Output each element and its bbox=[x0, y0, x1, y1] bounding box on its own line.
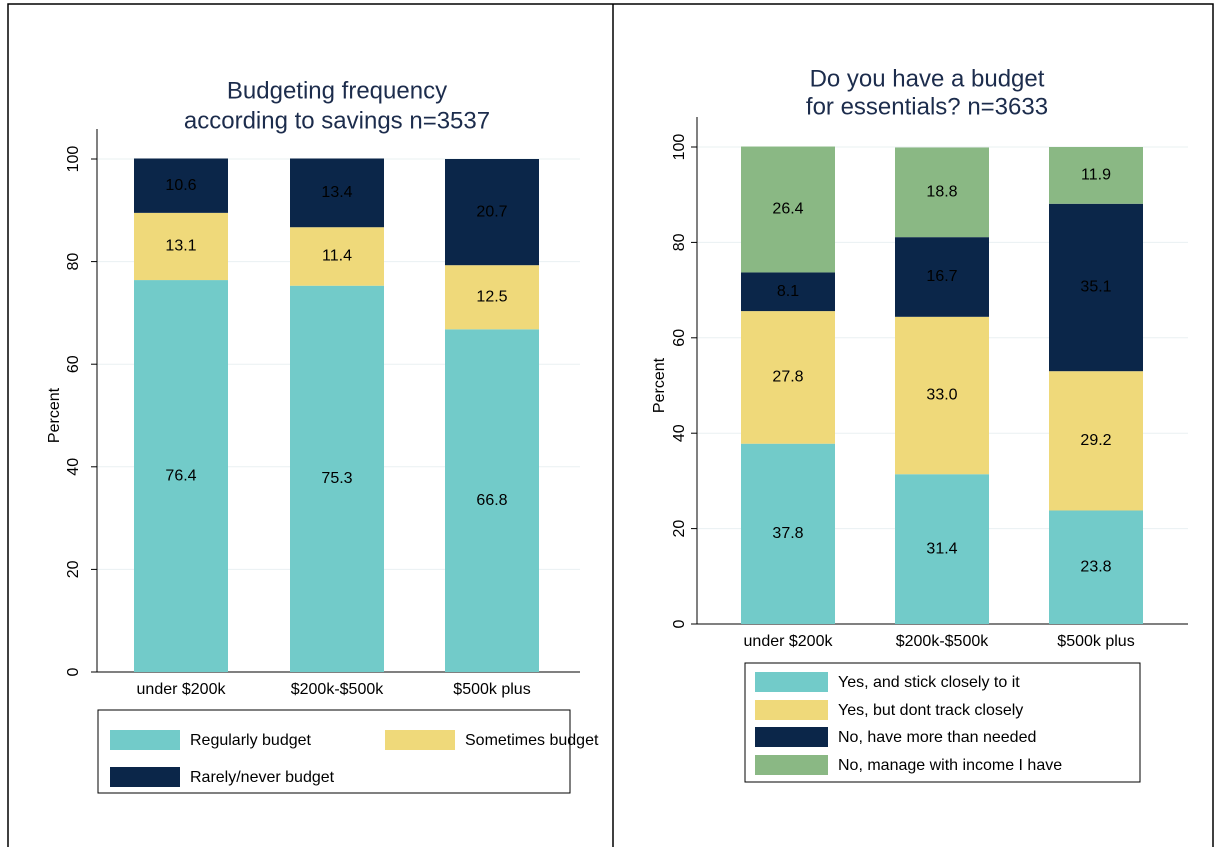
y-axis-label: Percent bbox=[46, 387, 63, 443]
legend-swatch bbox=[385, 730, 455, 750]
legend-swatch bbox=[755, 727, 828, 747]
legend-label: Rarely/never budget bbox=[190, 769, 335, 786]
legend-label: No, have more than needed bbox=[838, 729, 1036, 746]
y-tick-label: 60 bbox=[671, 329, 688, 347]
value-label: 75.3 bbox=[321, 470, 352, 487]
bar-segment bbox=[895, 316, 989, 475]
y-tick-label: 40 bbox=[65, 458, 82, 476]
chart-title: Do you have a budget bbox=[810, 65, 1045, 92]
frame bbox=[7, 3, 1214, 847]
bar-segment bbox=[445, 329, 539, 672]
y-axis-label: Percent bbox=[651, 357, 668, 413]
x-tick-label: under $200k bbox=[137, 681, 227, 698]
value-label: 20.7 bbox=[476, 203, 507, 220]
bar-segment bbox=[895, 147, 989, 238]
legend-swatch bbox=[110, 767, 180, 787]
legend-swatch bbox=[110, 730, 180, 750]
y-tick-label: 40 bbox=[671, 424, 688, 442]
legend-label: No, manage with income I have bbox=[838, 757, 1062, 774]
y-tick-label: 20 bbox=[65, 560, 82, 578]
x-tick-label: $200k-$500k bbox=[291, 681, 385, 698]
chart-title: for essentials? n=3633 bbox=[806, 93, 1048, 120]
bar-segment bbox=[741, 443, 835, 624]
y-tick-label: 60 bbox=[65, 355, 82, 373]
value-label: 13.1 bbox=[165, 238, 196, 255]
value-label: 33.0 bbox=[926, 387, 957, 404]
bar-segment bbox=[445, 159, 539, 266]
bar-segment bbox=[134, 158, 228, 213]
bar-segment bbox=[290, 285, 384, 672]
value-label: 8.1 bbox=[777, 283, 799, 300]
bar-segment bbox=[741, 272, 835, 312]
y-tick-label: 0 bbox=[671, 619, 688, 628]
value-label: 10.6 bbox=[165, 177, 196, 194]
y-tick-label: 100 bbox=[671, 134, 688, 161]
x-tick-label: $200k-$500k bbox=[896, 633, 990, 650]
legend-label: Yes, and stick closely to it bbox=[838, 674, 1020, 691]
value-label: 23.8 bbox=[1080, 558, 1111, 575]
bar-segment bbox=[290, 227, 384, 286]
bar-segment bbox=[741, 311, 835, 444]
bar-segment bbox=[1049, 203, 1143, 372]
legend-swatch bbox=[755, 700, 828, 720]
x-tick-label: under $200k bbox=[744, 633, 834, 650]
legend-swatch bbox=[755, 755, 828, 775]
value-label: 76.4 bbox=[165, 467, 196, 484]
bar-segment bbox=[290, 158, 384, 228]
value-label: 37.8 bbox=[772, 525, 803, 542]
chart-title: according to savings n=3537 bbox=[184, 107, 490, 134]
chart-title: Budgeting frequency bbox=[227, 77, 447, 104]
value-label: 11.9 bbox=[1081, 167, 1111, 184]
value-label: 16.7 bbox=[926, 268, 957, 285]
value-label: 26.4 bbox=[772, 201, 803, 218]
y-tick-label: 80 bbox=[671, 233, 688, 251]
bar-segment bbox=[895, 237, 989, 317]
value-label: 29.2 bbox=[1080, 432, 1111, 449]
bar-segment bbox=[741, 146, 835, 273]
legend-label: Sometimes budget bbox=[465, 732, 599, 749]
bar-segment bbox=[1049, 147, 1143, 204]
y-tick-label: 80 bbox=[65, 253, 82, 271]
bar-segment bbox=[445, 265, 539, 330]
value-label: 13.4 bbox=[321, 184, 352, 201]
value-label: 27.8 bbox=[772, 369, 803, 386]
bar-segment bbox=[1049, 510, 1143, 624]
x-tick-label: $500k plus bbox=[453, 681, 530, 698]
value-label: 11.4 bbox=[322, 248, 352, 265]
value-label: 12.5 bbox=[476, 288, 507, 305]
y-tick-label: 100 bbox=[65, 146, 82, 173]
legend-label: Yes, but dont track closely bbox=[838, 702, 1023, 719]
legend-label: Regularly budget bbox=[190, 732, 312, 749]
value-label: 35.1 bbox=[1080, 279, 1111, 296]
value-label: 31.4 bbox=[926, 540, 957, 557]
bar-segment bbox=[134, 212, 228, 281]
y-tick-label: 20 bbox=[671, 520, 688, 538]
bar-segment bbox=[134, 280, 228, 672]
bar-segment bbox=[1049, 371, 1143, 511]
legend-swatch bbox=[755, 672, 828, 692]
bar-segment bbox=[895, 474, 989, 624]
value-label: 66.8 bbox=[476, 492, 507, 509]
x-tick-label: $500k plus bbox=[1057, 633, 1134, 650]
y-tick-label: 0 bbox=[65, 667, 82, 676]
value-label: 18.8 bbox=[926, 184, 957, 201]
